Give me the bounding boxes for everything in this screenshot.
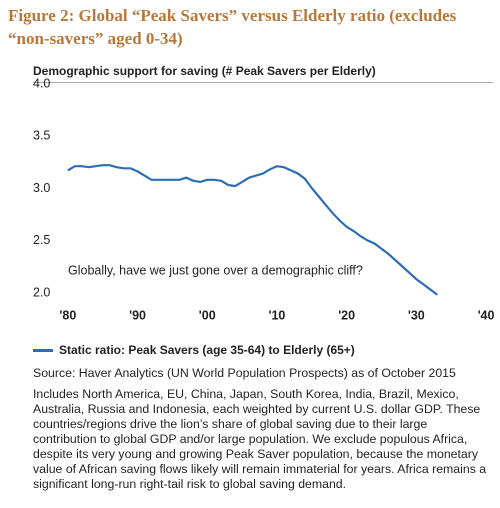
legend-label: Static ratio: Peak Savers (age 35-64) to… <box>59 343 355 357</box>
legend: Static ratio: Peak Savers (age 35-64) to… <box>33 343 355 357</box>
x-tick-label: '40 <box>478 308 495 322</box>
source: Source: Haver Analytics (UN World Popula… <box>33 366 456 380</box>
legend-swatch <box>33 348 53 352</box>
rule <box>33 82 493 83</box>
y-tick-label: 2.0 <box>33 285 50 299</box>
chart-title: Figure 2: Global “Peak Savers” versus El… <box>8 6 457 48</box>
annotation: Globally, have we just gone over a demog… <box>68 263 363 277</box>
notes: Includes North America, EU, China, Japan… <box>33 387 487 491</box>
x-tick-label: '20 <box>338 308 355 322</box>
x-tick-label: '30 <box>408 308 425 322</box>
series-line <box>67 164 438 296</box>
x-tick-label: '10 <box>268 308 285 322</box>
chart-subtitle: Demographic support for saving (# Peak S… <box>33 64 376 78</box>
x-tick-label: '80 <box>59 308 76 322</box>
y-tick-label: 4.0 <box>33 76 50 90</box>
x-tick-label: '90 <box>129 308 146 322</box>
x-tick-label: '00 <box>199 308 216 322</box>
y-tick-label: 3.5 <box>33 129 50 143</box>
y-tick-label: 3.0 <box>33 181 50 195</box>
chart: Globally, have we just gone over a demog… <box>33 76 495 322</box>
y-tick-label: 2.5 <box>33 233 50 247</box>
